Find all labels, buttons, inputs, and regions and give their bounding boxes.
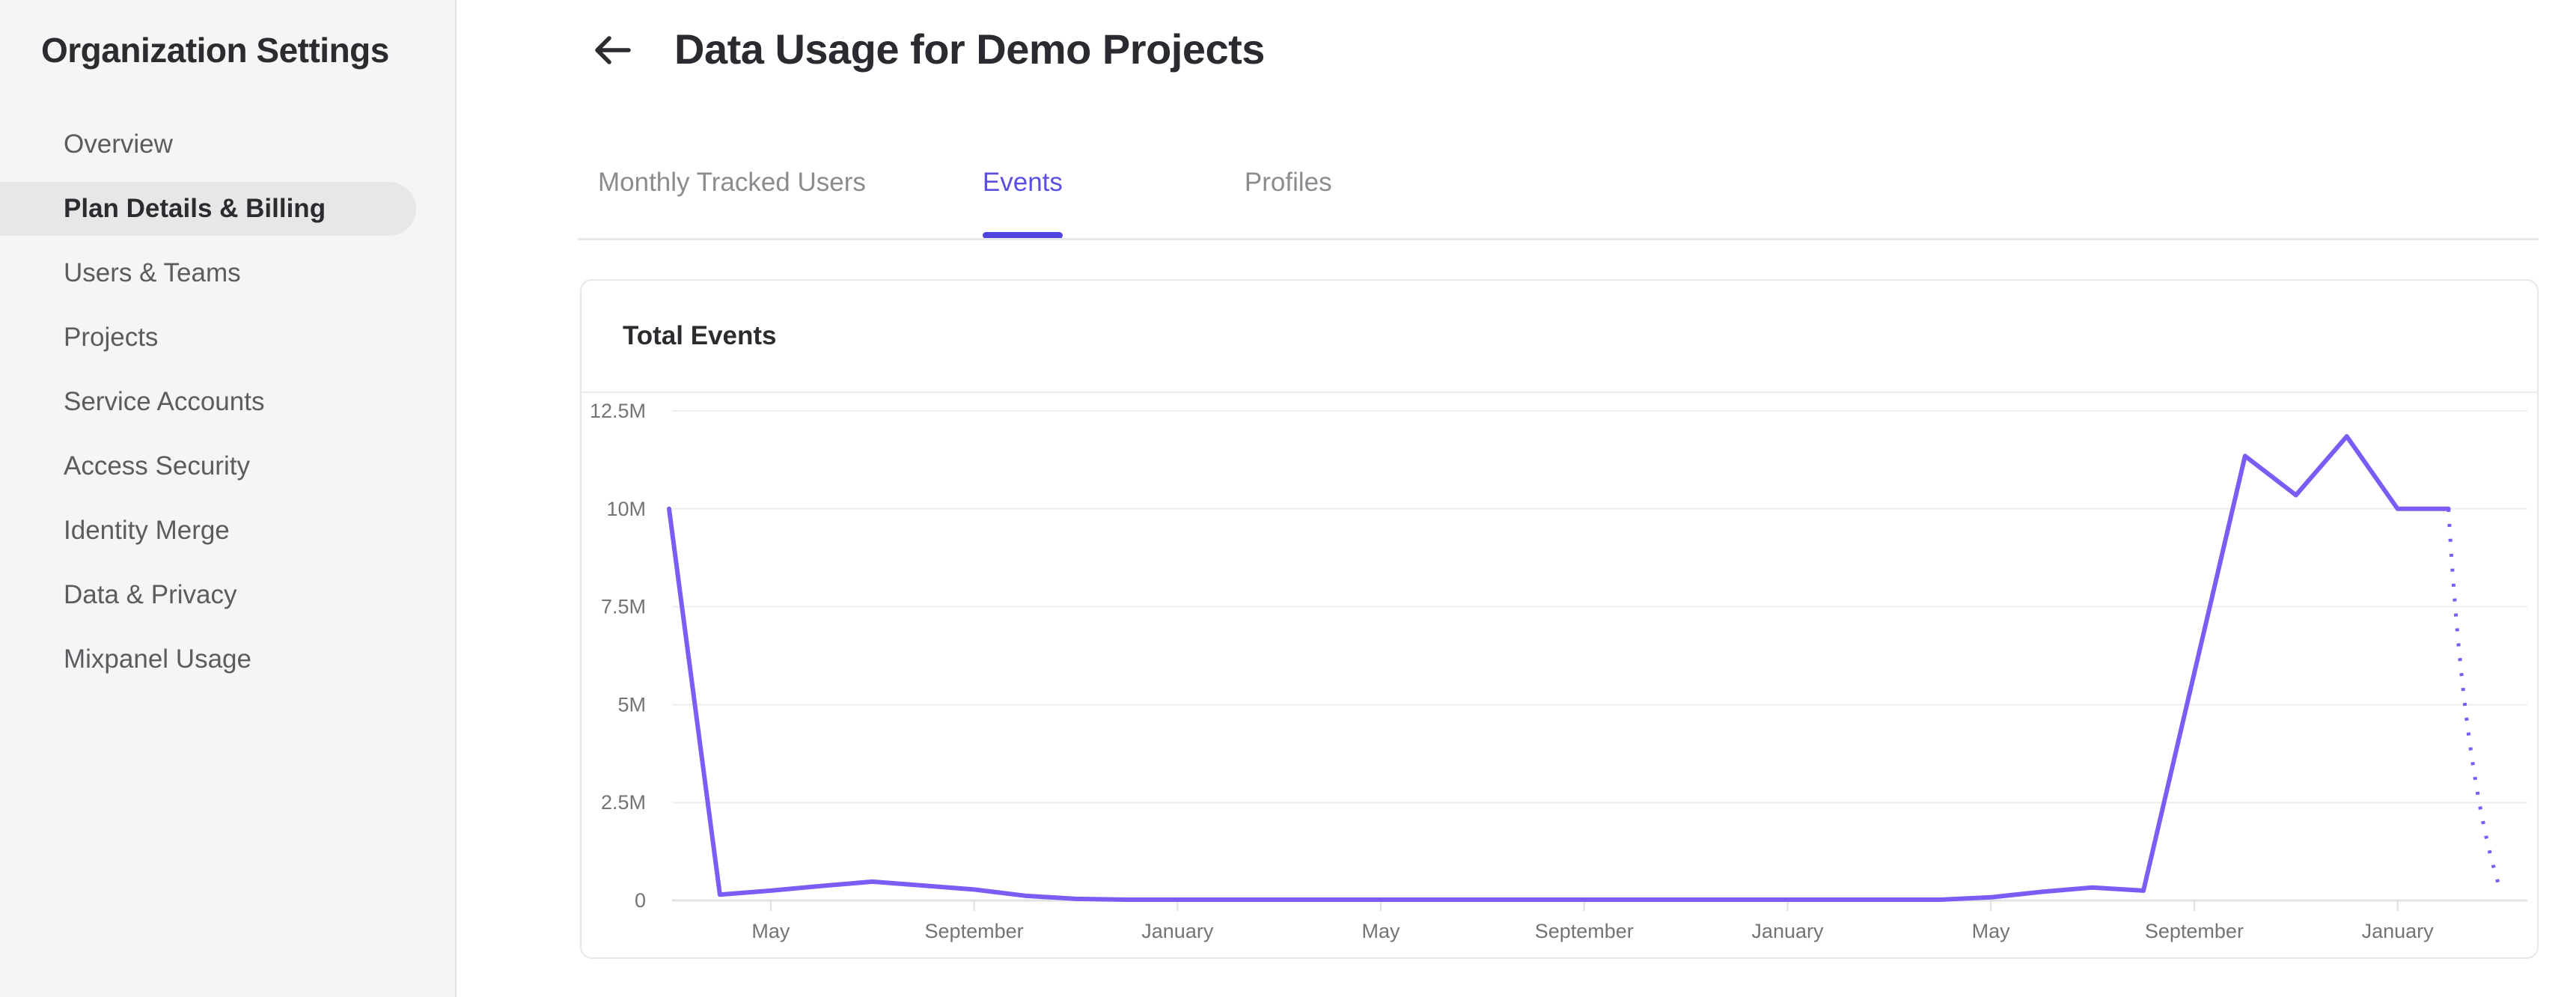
svg-text:0: 0 (635, 889, 646, 912)
sidebar-item-plan-details-billing[interactable]: Plan Details & Billing (0, 177, 455, 241)
sidebar-item-label: Service Accounts (64, 387, 265, 416)
svg-text:September: September (2145, 920, 2244, 942)
svg-text:September: September (925, 920, 1024, 942)
svg-text:September: September (1535, 920, 1634, 942)
sidebar-nav: Overview Plan Details & Billing Users & … (0, 112, 455, 692)
svg-text:10M: 10M (606, 498, 646, 520)
sidebar-item-projects[interactable]: Projects (0, 305, 455, 370)
svg-text:2.5M: 2.5M (601, 791, 646, 814)
back-button[interactable] (590, 33, 635, 70)
sidebar-item-label: Identity Merge (64, 516, 230, 545)
sidebar-item-label: Users & Teams (64, 258, 241, 287)
chart-svg[interactable]: 12.5M 10M 7.5M 5M 2.5M 0 May September January Ma… (582, 394, 2537, 957)
sidebar-item-label: Access Security (64, 451, 250, 481)
sidebar-item-label: Plan Details & Billing (64, 194, 326, 223)
svg-text:7.5M: 7.5M (601, 596, 646, 618)
tab-monthly-tracked-users[interactable]: Monthly Tracked Users (598, 168, 866, 197)
chart-title: Total Events (582, 281, 2537, 393)
sidebar-item-label: Overview (64, 129, 173, 159)
svg-text:January: January (1141, 920, 1214, 942)
sidebar-item-users-teams[interactable]: Users & Teams (0, 241, 455, 305)
sidebar-item-identity-merge[interactable]: Identity Merge (0, 498, 455, 563)
tab-bar: Monthly Tracked Users Events Profiles (598, 153, 1332, 239)
sidebar-item-label: Mixpanel Usage (64, 644, 251, 674)
total-events-card: Total Events 12.5M 10M 7.5M 5M 2.5M 0 May Septe… (580, 279, 2539, 959)
page-title: Data Usage for Demo Projects (674, 25, 1265, 73)
arrow-left-icon (590, 31, 635, 73)
svg-text:May: May (1972, 920, 2011, 942)
sidebar-item-label: Data & Privacy (64, 580, 237, 609)
sidebar-item-mixpanel-usage[interactable]: Mixpanel Usage (0, 627, 455, 692)
svg-text:May: May (751, 920, 790, 942)
sidebar-title: Organization Settings (41, 31, 389, 70)
tab-profiles[interactable]: Profiles (1244, 168, 1332, 197)
tabs-divider (578, 238, 2539, 240)
sidebar-item-access-security[interactable]: Access Security (0, 434, 455, 498)
svg-text:12.5M: 12.5M (590, 400, 646, 422)
svg-text:5M: 5M (617, 693, 646, 716)
tab-events[interactable]: Events (982, 153, 1063, 239)
svg-text:January: January (2362, 920, 2435, 942)
svg-text:May: May (1362, 920, 1401, 942)
sidebar-item-overview[interactable]: Overview (0, 112, 455, 177)
sidebar: Organization Settings Overview Plan Deta… (0, 0, 457, 997)
sidebar-item-label: Projects (64, 323, 159, 352)
total-events-chart[interactable]: 12.5M 10M 7.5M 5M 2.5M 0 May September January Ma… (582, 394, 2537, 957)
sidebar-item-service-accounts[interactable]: Service Accounts (0, 370, 455, 434)
sidebar-item-data-privacy[interactable]: Data & Privacy (0, 563, 455, 627)
svg-text:January: January (1751, 920, 1824, 942)
